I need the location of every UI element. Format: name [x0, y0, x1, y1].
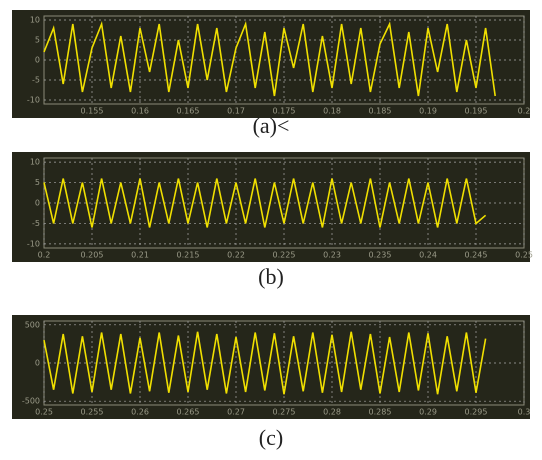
x-tick-label: 0.24 — [419, 251, 437, 260]
signal-line — [43, 20, 496, 97]
x-tick-label: 0.235 — [369, 251, 392, 260]
x-tick-label: 0.28 — [323, 408, 341, 417]
y-tick-label: 500 — [25, 320, 40, 329]
x-tick-label: 0.21 — [131, 251, 149, 260]
y-tick-label: 10 — [30, 16, 40, 25]
x-tick-label: 0.215 — [177, 251, 200, 260]
x-tick-label: 0.275 — [273, 408, 296, 417]
panel — [12, 315, 530, 419]
x-tick-label: 0.25 — [35, 408, 53, 417]
x-tick-label: 0.26 — [131, 408, 149, 417]
x-tick-label: 0.185 — [369, 107, 392, 116]
x-tick-label: 0.18 — [323, 107, 341, 116]
x-tick-label: 0.19 — [419, 107, 437, 116]
caption: (c) — [259, 425, 283, 450]
y-tick-label: -10 — [27, 96, 40, 105]
y-tick-label: 0 — [35, 359, 40, 368]
x-tick-label: 0.165 — [177, 107, 200, 116]
y-tick-label: -5 — [32, 219, 40, 228]
x-tick-label: 0.205 — [81, 251, 104, 260]
x-tick-label: 0.22 — [227, 251, 245, 260]
caption: (b) — [258, 264, 284, 289]
x-tick-label: 0.23 — [323, 251, 341, 260]
y-tick-label: -10 — [27, 239, 40, 248]
x-tick-label: 0.225 — [273, 251, 296, 260]
x-tick-label: 0.195 — [465, 107, 488, 116]
x-tick-label: 0.29 — [419, 408, 437, 417]
x-tick-label: 0.2 — [38, 251, 51, 260]
y-tick-label: 0 — [35, 56, 40, 65]
x-tick-label: 0.27 — [227, 408, 245, 417]
x-tick-label: 0.155 — [81, 107, 104, 116]
x-tick-label: 0.265 — [177, 408, 200, 417]
caption: (a)< — [253, 113, 290, 138]
x-tick-label: 0.285 — [369, 408, 392, 417]
x-tick-label: 0.2 — [518, 107, 531, 116]
y-tick-label: 5 — [35, 178, 40, 187]
x-tick-label: 0.16 — [131, 107, 149, 116]
x-tick-label: 0.175 — [273, 107, 296, 116]
y-tick-label: 10 — [30, 158, 40, 167]
signal-line — [43, 331, 487, 395]
y-tick-label: -5 — [32, 76, 40, 85]
y-tick-label: 0 — [35, 199, 40, 208]
x-tick-label: 0.3 — [518, 408, 531, 417]
x-tick-label: 0.295 — [465, 408, 488, 417]
x-tick-label: 0.25 — [515, 251, 533, 260]
x-tick-label: 0.17 — [227, 107, 245, 116]
y-tick-label: -500 — [22, 397, 40, 406]
signal-line — [43, 178, 487, 228]
x-tick-label: 0.245 — [465, 251, 488, 260]
panel — [12, 152, 530, 262]
y-tick-label: 5 — [35, 36, 40, 45]
x-tick-label: 0.255 — [81, 408, 104, 417]
